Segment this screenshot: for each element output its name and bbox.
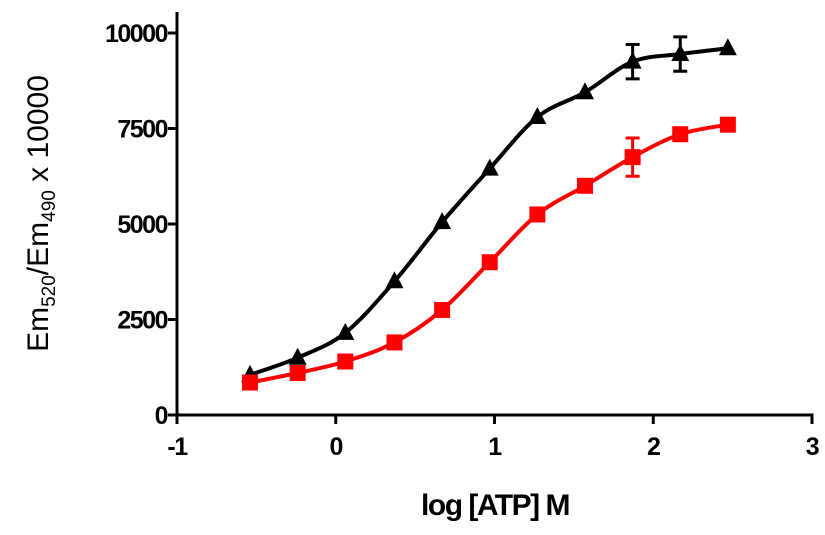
x-tick-label: 0 bbox=[330, 433, 343, 461]
y-axis-label: Em520/Em490 x 10000 bbox=[22, 75, 60, 352]
data-point bbox=[672, 126, 689, 143]
data-point bbox=[289, 364, 306, 381]
data-point bbox=[480, 158, 499, 176]
y-tick-label: 10000 bbox=[105, 20, 168, 48]
data-point bbox=[385, 271, 404, 289]
data-point bbox=[575, 82, 594, 100]
data-point bbox=[288, 347, 307, 365]
y-axis-label-part: 490 bbox=[39, 190, 60, 222]
y-axis-label-part: 520 bbox=[39, 275, 60, 307]
x-tick-label: 3 bbox=[806, 433, 819, 461]
data-point bbox=[624, 149, 641, 166]
x-axis-label: log [ATP] M bbox=[421, 489, 569, 522]
x-tick-label: 1 bbox=[488, 433, 502, 461]
data-point bbox=[336, 322, 355, 340]
fit-curve bbox=[249, 46, 729, 377]
x-tick-label: 2 bbox=[647, 433, 660, 461]
y-tick-label: 5000 bbox=[117, 211, 167, 239]
data-point bbox=[671, 44, 690, 62]
data-point bbox=[242, 374, 259, 391]
data-point bbox=[529, 206, 546, 223]
data-point bbox=[623, 51, 642, 69]
y-tick-label: 2500 bbox=[117, 307, 167, 335]
y-axis-label-part: x 10000 bbox=[22, 75, 55, 190]
data-point bbox=[528, 107, 547, 125]
y-axis-label-part: /Em bbox=[22, 222, 55, 275]
data-point bbox=[481, 254, 498, 271]
y-tick-label: 7500 bbox=[117, 116, 167, 144]
y-tick-label: 0 bbox=[155, 402, 168, 430]
data-point bbox=[719, 116, 736, 133]
data-point bbox=[434, 301, 451, 318]
data-point bbox=[337, 353, 354, 370]
data-point bbox=[386, 334, 403, 351]
x-tick-label: -1 bbox=[167, 433, 188, 461]
data-point bbox=[718, 38, 737, 56]
data-point bbox=[433, 212, 452, 230]
y-axis-label-part: Em bbox=[22, 307, 55, 352]
data-point bbox=[576, 177, 593, 194]
